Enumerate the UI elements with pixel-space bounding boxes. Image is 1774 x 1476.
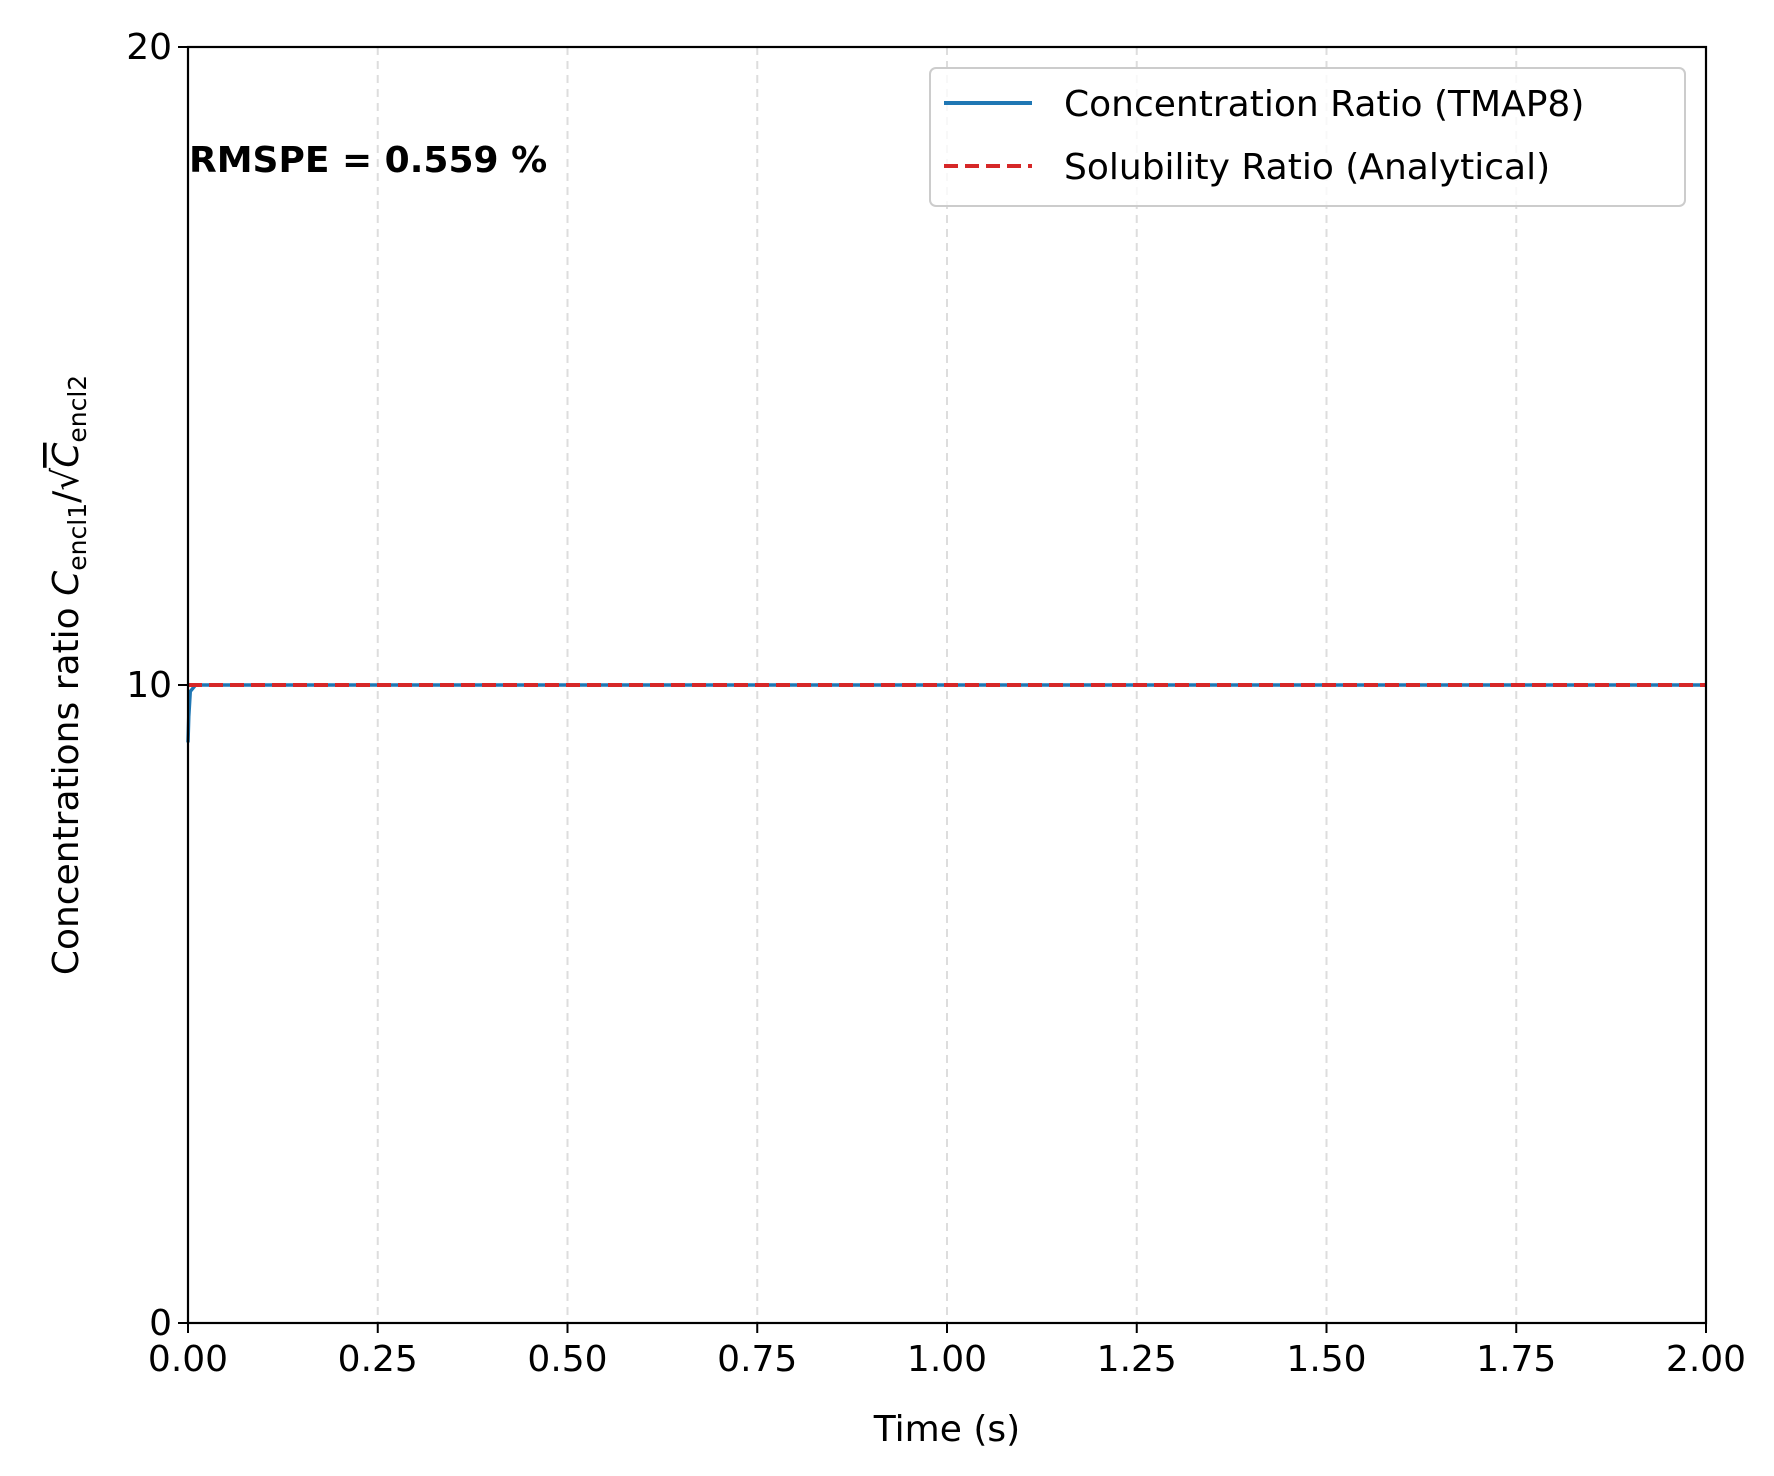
legend: Concentration Ratio (TMAP8) Solubility R…: [929, 67, 1686, 207]
tick-layer: 0.00 0.25 0.50 0.75 1.00 1.25 1.50 1.75 2.00 0 10 2…: [126, 27, 1746, 1380]
legend-label-analytical: Solubility Ratio (Analytical): [1064, 147, 1550, 188]
x-tick-label: 0.25: [338, 1339, 418, 1380]
x-axis-label: Time (s): [873, 1409, 1020, 1450]
y-axis-label-slash: /: [46, 490, 87, 503]
y-axis-label-sub1: encl1: [63, 503, 92, 571]
y-tick-label: 0: [149, 1303, 172, 1344]
y-axis-label: Concentrations ratio Cencl1/√Cencl2: [46, 375, 92, 975]
legend-box: [929, 67, 1686, 207]
y-axis-label-sub2: encl2: [63, 375, 92, 443]
y-axis-label-c2: C: [46, 442, 87, 468]
series-layer: [186, 683, 1706, 743]
y-tick-label: 20: [126, 27, 172, 68]
x-tick-label: 0.50: [527, 1339, 607, 1380]
x-tick-label: 1.00: [907, 1339, 987, 1380]
x-tick-label: 1.50: [1286, 1339, 1366, 1380]
x-tick-label: 2.00: [1666, 1339, 1746, 1380]
x-tick-label: 0.00: [148, 1339, 228, 1380]
x-tick-label: 1.75: [1476, 1339, 1556, 1380]
legend-label-tmap8: Concentration Ratio (TMAP8): [1064, 84, 1584, 125]
y-tick-label: 10: [126, 665, 172, 706]
y-axis-label-prefix: Concentrations ratio: [46, 596, 87, 975]
x-tick-label: 1.25: [1097, 1339, 1177, 1380]
x-tick-label: 0.75: [717, 1339, 797, 1380]
rmspe-annotation: RMSPE = 0.559 %: [189, 140, 547, 181]
y-axis-label-sqrt: √: [46, 468, 87, 491]
y-axis-label-c1: C: [46, 570, 87, 596]
